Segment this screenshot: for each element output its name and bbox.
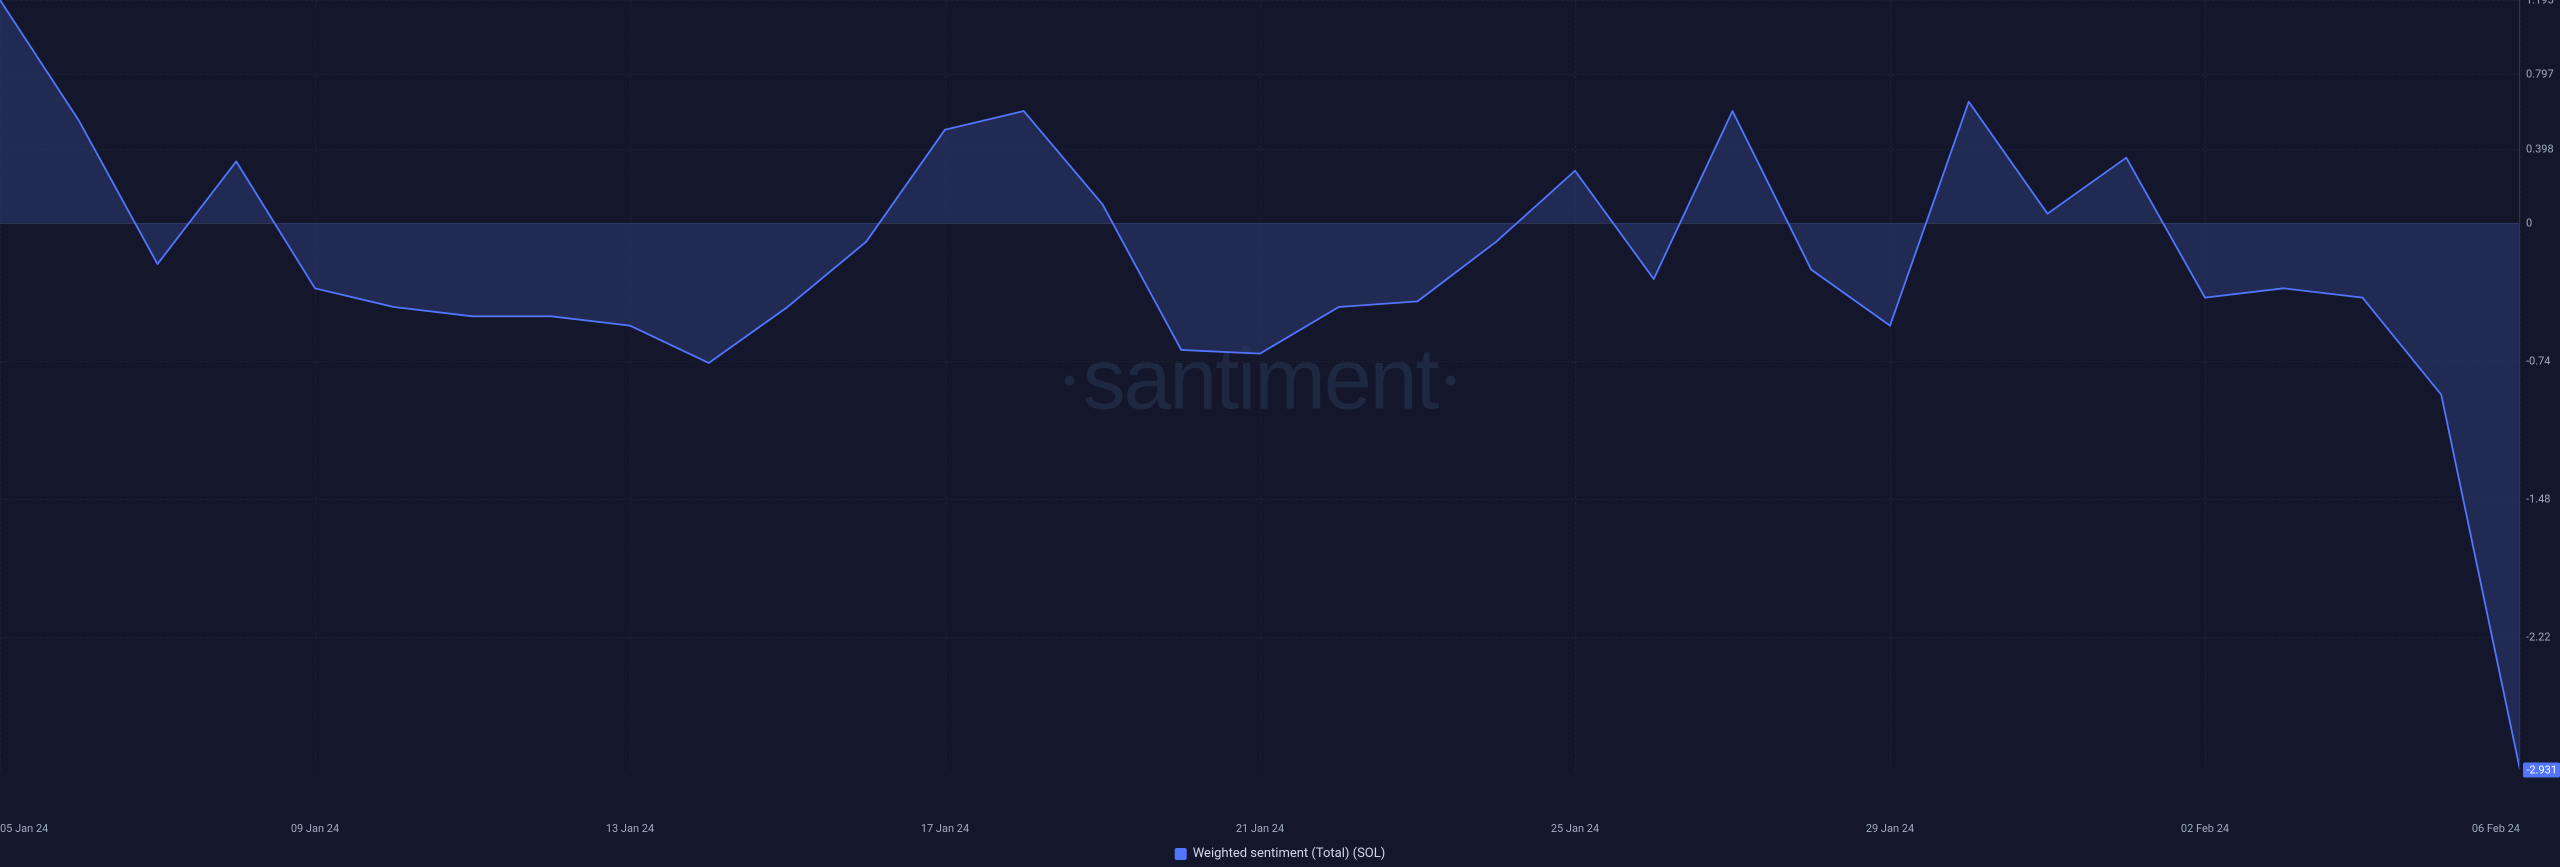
x-tick-label: 17 Jan 24 (921, 822, 969, 835)
y-tick-label: 0.398 (2522, 142, 2560, 155)
legend: Weighted sentiment (Total) (SOL) (1175, 846, 1386, 861)
series-area (0, 0, 2520, 770)
y-current-value-badge: -2.931 (2523, 763, 2560, 778)
x-tick-label: 21 Jan 24 (1236, 822, 1284, 835)
x-tick-label: 25 Jan 24 (1551, 822, 1599, 835)
y-tick-label: -2.22 (2522, 631, 2560, 644)
chart-plot-area: santiment (0, 0, 2520, 770)
x-axis: 05 Jan 24 09 Jan 24 13 Jan 24 17 Jan 24 21 J… (0, 822, 2520, 842)
x-tick-label: 05 Jan 24 (0, 822, 48, 835)
legend-swatch (1175, 848, 1187, 860)
x-tick-label: 02 Feb 24 (2181, 822, 2229, 835)
y-axis: 1.1950.7970.3980-0.74-1.48-2.22-2.931 (2520, 0, 2560, 770)
legend-label: Weighted sentiment (Total) (SOL) (1193, 846, 1386, 861)
y-tick-label: 0 (2522, 217, 2560, 230)
x-tick-label: 09 Jan 24 (291, 822, 339, 835)
series-line (0, 0, 2520, 770)
x-tick-label: 13 Jan 24 (606, 822, 654, 835)
y-tick-label: 0.797 (2522, 68, 2560, 81)
chart-svg (0, 0, 2520, 770)
x-tick-label: 06 Feb 24 (2472, 822, 2520, 835)
y-tick-label: -1.48 (2522, 493, 2560, 506)
y-tick-label: 1.195 (2522, 0, 2560, 7)
x-tick-label: 29 Jan 24 (1866, 822, 1914, 835)
y-tick-label: -0.74 (2522, 355, 2560, 368)
